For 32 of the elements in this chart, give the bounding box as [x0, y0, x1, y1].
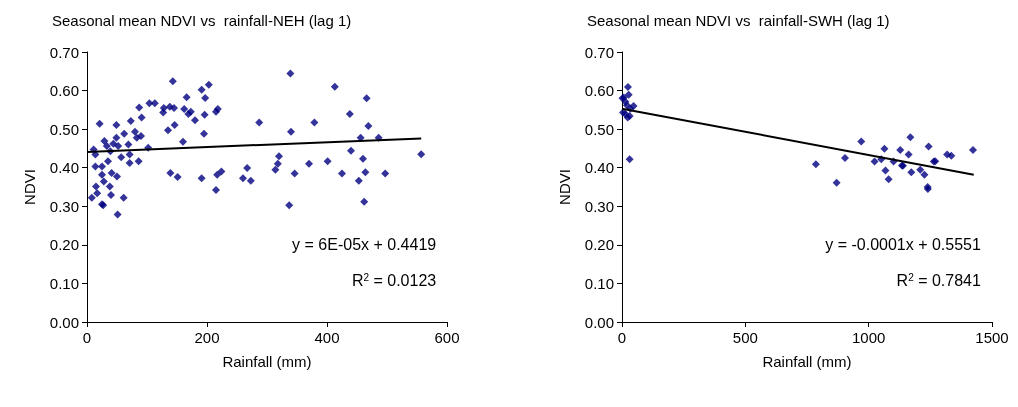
y-tick-label: 0.60	[584, 82, 614, 100]
x-axis-title: Rainfall (mm)	[222, 353, 312, 370]
chart-title: Seasonal mean NDVI vs rainfall-SWH (lag 1)	[587, 12, 890, 29]
y-tick-label: 0.50	[49, 120, 79, 138]
y-tick-label: 0.00	[584, 313, 614, 331]
x-tick-label: 1000	[851, 329, 886, 346]
y-tick-label: 0.20	[49, 236, 79, 254]
y-tick-label: 0.70	[584, 43, 614, 61]
y-tick-label: 0.30	[49, 197, 79, 215]
y-axis-title: NDVI	[21, 169, 38, 205]
x-tick-label: 0	[82, 329, 92, 346]
x-tick-label: 200	[194, 329, 220, 346]
x-tick-label: 500	[732, 329, 758, 346]
x-tick-label: 1500	[975, 329, 1009, 346]
chart-title: Seasonal mean NDVI vs rainfall-NEH (lag 1)	[52, 12, 352, 29]
y-tick-label: 0.20	[584, 236, 614, 254]
x-tick-label: 600	[434, 329, 460, 346]
y-tick-label: 0.40	[584, 159, 614, 177]
y-tick-label: 0.40	[49, 159, 79, 177]
annotation: y = 6E-05x + 0.4419	[292, 235, 437, 253]
y-tick-label: 0.30	[584, 197, 614, 215]
annotation: y = -0.0001x + 0.5551	[825, 235, 981, 253]
y-tick-label: 0.50	[584, 120, 614, 138]
y-tick-label: 0.10	[49, 274, 79, 292]
y-tick-label: 0.10	[584, 274, 614, 292]
y-tick-label: 0.60	[49, 82, 79, 100]
x-tick-label: 400	[314, 329, 340, 346]
y-tick-label: 0.00	[49, 313, 79, 331]
x-axis-title: Rainfall (mm)	[762, 353, 852, 370]
y-axis-title: NDVI	[556, 169, 573, 205]
y-tick-label: 0.70	[49, 43, 79, 61]
x-tick-label: 0	[617, 329, 627, 346]
